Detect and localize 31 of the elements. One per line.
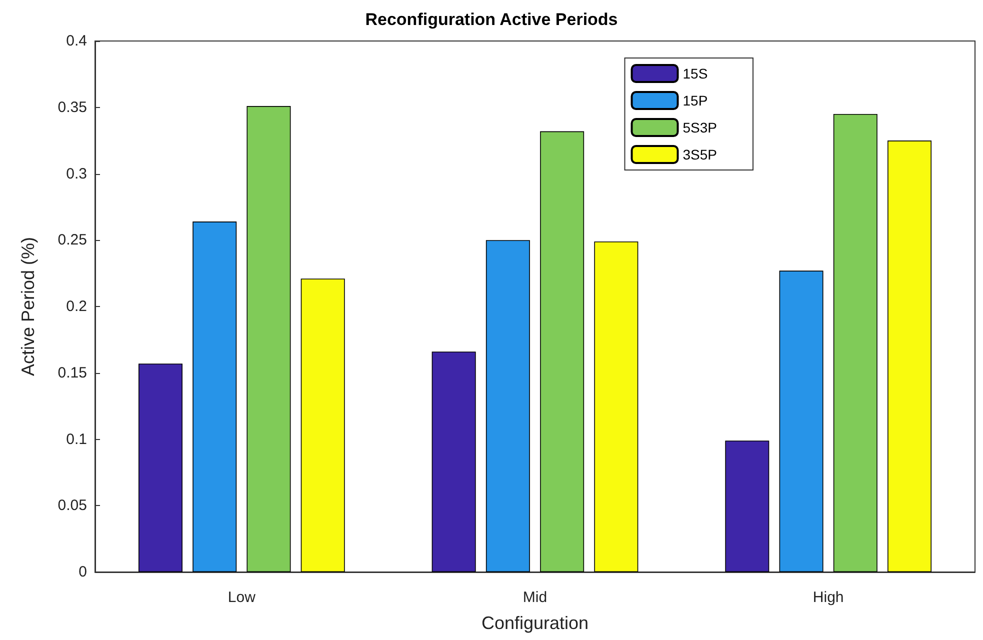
y-tick-label: 0.4	[66, 32, 87, 50]
legend-label: 5S3P	[682, 120, 717, 136]
bar	[779, 270, 824, 572]
bar	[138, 364, 182, 572]
y-tick-label: 0.25	[58, 232, 87, 249]
y-tick-label: 0.15	[58, 364, 87, 382]
legend-label: 15P	[682, 92, 708, 108]
bar	[540, 131, 584, 572]
bar	[192, 222, 237, 572]
bar	[246, 106, 291, 572]
legend-label: 3S5P	[682, 146, 717, 162]
bar	[594, 241, 638, 572]
legend-label: 15S	[682, 66, 708, 82]
y-tick-label: 0.3	[66, 165, 87, 182]
bar	[888, 140, 932, 572]
y-tick-label: 0	[78, 564, 87, 580]
bar	[833, 114, 878, 572]
y-tick-label: 0.2	[66, 298, 87, 315]
bar	[486, 240, 530, 572]
x-tick-label: Mid	[522, 589, 548, 606]
x-axis-title: Configuration	[481, 613, 589, 633]
y-tick-label: 0.1	[66, 430, 87, 448]
x-tick-label: Low	[228, 589, 256, 606]
y-tick-label: 0.35	[58, 98, 87, 116]
y-axis-title: Active Period (%)	[18, 236, 38, 376]
y-tick-label: 0.05	[58, 497, 87, 514]
bar	[432, 352, 476, 572]
chart-title: Reconfiguration Active Periods	[365, 10, 618, 29]
x-tick-label: High	[812, 589, 844, 606]
bar	[725, 440, 770, 572]
bar	[300, 278, 345, 572]
